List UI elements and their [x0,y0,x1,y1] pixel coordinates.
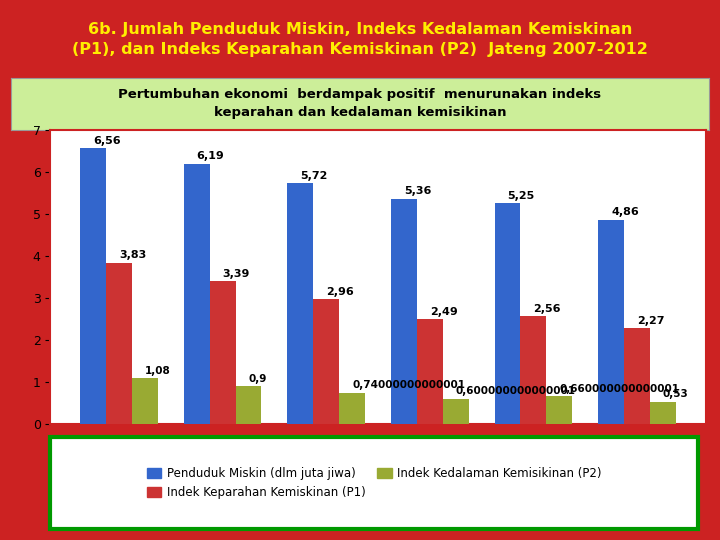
Legend: Penduduk Miskin (dlm juta jiwa), Indek Keparahan Kemiskinan (P1), Indek Kedalama: Penduduk Miskin (dlm juta jiwa), Indek K… [142,463,607,504]
Text: 5,25: 5,25 [508,191,535,201]
Bar [417,319,443,424]
Bar [650,402,676,424]
Text: 6,19: 6,19 [197,151,225,161]
Text: 0,660000000000001: 0,660000000000001 [559,383,679,394]
Text: 0,600000000000001: 0,600000000000001 [456,386,576,396]
Text: 6b. Jumlah Penduduk Miskin, Indeks Kedalaman Kemiskinan
(P1), dan Indeks Keparah: 6b. Jumlah Penduduk Miskin, Indeks Kedal… [72,22,648,57]
Bar [106,263,132,424]
Bar [495,203,521,424]
Bar [132,379,158,424]
Text: 5,36: 5,36 [404,186,431,196]
Text: 5,72: 5,72 [300,171,328,181]
Text: 2,49: 2,49 [430,307,457,316]
Bar [235,386,261,424]
Text: 2,56: 2,56 [534,303,561,314]
Bar [210,281,235,424]
Text: 0,74000000000001: 0,74000000000001 [352,380,465,390]
Bar [313,300,339,424]
Bar [184,164,210,424]
Text: 0,9: 0,9 [248,374,267,383]
Bar [287,184,313,424]
Bar [80,148,106,424]
Text: 0,53: 0,53 [663,389,688,399]
Text: 3,39: 3,39 [222,269,250,279]
Text: Pertumbuhan ekonomi  berdampak positif  menurunakan indeks
keparahan dan kedalam: Pertumbuhan ekonomi berdampak positif me… [118,89,602,119]
Text: 4,86: 4,86 [611,207,639,217]
Text: 2,27: 2,27 [637,316,665,326]
Bar [521,316,546,424]
Text: 6,56: 6,56 [93,136,121,146]
Bar [546,396,572,424]
FancyBboxPatch shape [50,437,698,529]
Text: 1,08: 1,08 [145,366,171,376]
Bar [391,199,417,424]
Bar [443,399,469,424]
Text: 2,96: 2,96 [326,287,354,297]
Bar [339,393,365,424]
Text: 3,83: 3,83 [119,251,146,260]
Bar [624,328,650,424]
Bar [598,220,624,424]
